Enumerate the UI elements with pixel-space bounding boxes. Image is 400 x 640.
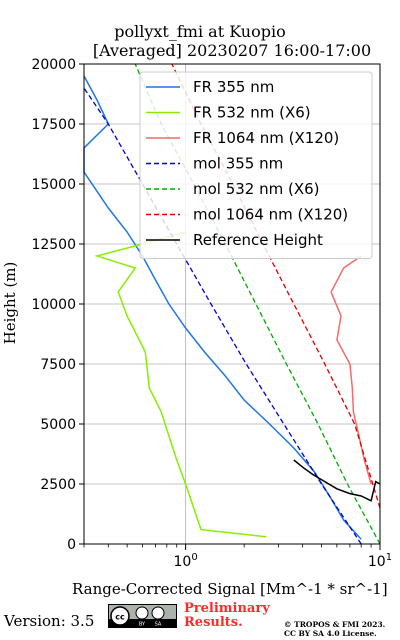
series-line-fr-1064-nm-x120 — [330, 255, 372, 485]
svg-text:cc: cc — [115, 613, 125, 622]
legend-label: Reference Height — [193, 231, 323, 249]
y-tick-label: 17500 — [31, 117, 76, 133]
copyright-line-1: © TROPOS & FMI 2023. — [284, 620, 386, 629]
legend-label: FR 532 nm (X6) — [193, 104, 311, 122]
version-label: Version: 3.5 — [4, 612, 95, 630]
y-tick-label: 2500 — [40, 477, 76, 493]
legend: FR 355 nm FR 532 nm (X6) FR 1064 nm (X120)… — [139, 71, 373, 259]
y-tick-label: 12500 — [31, 237, 76, 253]
legend-label: mol 355 nm — [193, 155, 283, 173]
y-tick-label: 10000 — [31, 297, 76, 313]
series-line-mol-1064-nm-x120 — [171, 63, 381, 509]
legend-label: FR 355 nm — [193, 78, 274, 96]
copyright-notice: © TROPOS & FMI 2023. CC BY SA 4.0 Licens… — [284, 620, 385, 638]
y-tick-label: 20000 — [31, 57, 76, 73]
y-axis-label: Height (m) — [1, 261, 19, 345]
copyright-line-2: CC BY SA 4.0 License. — [284, 629, 377, 638]
y-tick-label: 15000 — [31, 177, 76, 193]
y-tick-label: 7500 — [40, 357, 76, 373]
preliminary-line-1: Preliminary — [184, 601, 270, 616]
series-line-fr-532-nm-x6 — [94, 231, 267, 538]
chart-subtitle: [Averaged] 20230207 16:00-17:00 — [92, 41, 372, 60]
legend-label: mol 1064 nm (X120) — [193, 206, 348, 224]
preliminary-line-2: Results. — [184, 615, 243, 630]
y-tick-label: 0 — [67, 537, 76, 553]
preliminary-notice: Preliminary Results. — [184, 602, 270, 630]
legend-label: FR 1064 nm (X120) — [193, 129, 339, 147]
chart-title: pollyxt_fmi at Kuopio — [114, 22, 286, 41]
legend-box — [139, 71, 373, 259]
x-axis-label: Range-Corrected Signal [Mm^-1 * sr^-1] — [72, 580, 388, 598]
series-line-mol-355-nm — [83, 87, 362, 545]
x-tick-label: 100 — [174, 552, 198, 570]
series-line-reference-height — [293, 459, 381, 502]
cc-license-logo: cc BY SA — [108, 604, 177, 628]
legend-label: mol 532 nm (X6) — [193, 180, 320, 198]
svg-text:SA: SA — [155, 622, 162, 628]
y-tick-label: 5000 — [40, 417, 76, 433]
svg-text:BY: BY — [139, 622, 146, 628]
x-tick-label: 101 — [368, 552, 392, 570]
